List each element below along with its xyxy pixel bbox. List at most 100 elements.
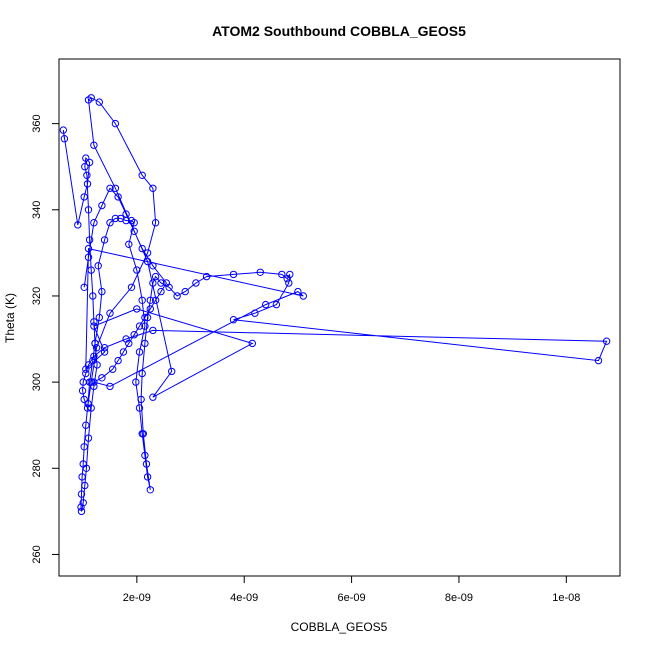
data-point	[135, 348, 144, 356]
data-point	[85, 236, 94, 244]
data-point	[286, 270, 294, 279]
y-tick-label: 260	[31, 545, 43, 563]
data-point	[157, 279, 165, 287]
data-point	[137, 395, 145, 404]
data-point	[146, 486, 155, 494]
data-point	[79, 378, 87, 386]
data-point	[80, 193, 88, 201]
data-point	[80, 395, 88, 404]
data-point	[138, 369, 146, 378]
data-point	[98, 201, 106, 210]
x-tick-label: 8e-09	[445, 592, 473, 604]
data-point	[82, 365, 90, 373]
data-point	[89, 356, 97, 365]
data-point	[83, 404, 92, 412]
data-point	[139, 430, 148, 438]
x-tick-label: 1e-08	[552, 592, 580, 604]
data-point	[78, 387, 87, 395]
data-point	[93, 361, 101, 369]
data-point	[85, 158, 94, 167]
x-axis-label: COBBLA_GEOS5	[291, 620, 388, 634]
data-point	[94, 262, 102, 270]
data-point	[95, 313, 104, 322]
data-point	[81, 481, 89, 490]
y-tick-label: 300	[31, 373, 43, 391]
plot-frame	[58, 58, 621, 577]
data-point	[168, 367, 176, 376]
data-point	[141, 322, 149, 330]
data-point	[229, 270, 238, 279]
data-point	[594, 356, 603, 365]
data-point	[133, 266, 141, 274]
x-axis: 2e-09 4e-09 6e-09 8e-09 1e-08	[123, 575, 580, 604]
data-point	[82, 369, 90, 378]
data-point	[248, 339, 257, 348]
data-point	[135, 322, 144, 330]
data-point	[141, 339, 149, 348]
data-point	[87, 266, 95, 274]
data-point	[135, 404, 144, 412]
data-point	[114, 193, 122, 201]
y-tick-label: 360	[31, 114, 43, 132]
data-point	[90, 141, 98, 149]
data-point	[111, 214, 120, 223]
data-point	[79, 499, 87, 507]
data-point	[127, 283, 136, 291]
data-point	[181, 287, 189, 296]
data-point	[149, 326, 157, 335]
data-point	[119, 348, 128, 356]
data-point	[299, 292, 307, 300]
data-point	[162, 279, 171, 287]
data-point	[95, 98, 104, 106]
data-point	[262, 300, 270, 309]
data-point	[151, 296, 160, 304]
series-line	[62, 97, 608, 512]
data-point	[106, 219, 114, 227]
data-point	[89, 292, 97, 300]
data-point	[149, 279, 157, 287]
data-point	[256, 268, 264, 276]
data-point	[132, 378, 140, 386]
data-point	[82, 421, 90, 429]
data-point	[90, 352, 98, 360]
data-point	[90, 378, 98, 386]
data-point	[146, 305, 155, 313]
data-point	[251, 309, 259, 317]
data-point	[90, 219, 98, 227]
data-point	[130, 331, 138, 339]
data-point	[149, 262, 157, 270]
data-point	[157, 287, 165, 296]
data-point	[84, 206, 93, 214]
data-point	[141, 451, 149, 460]
data-point	[100, 236, 109, 244]
data-point	[90, 318, 98, 326]
data-point	[294, 287, 302, 296]
data-point	[80, 283, 88, 291]
data-point	[98, 287, 106, 296]
y-tick-label: 340	[31, 201, 43, 219]
data-point	[133, 305, 141, 313]
data-point	[143, 473, 152, 481]
x-tick-label: 6e-09	[338, 592, 366, 604]
data-point	[138, 244, 146, 253]
data-point	[151, 219, 160, 227]
chart-title: ATOM2 Southbound COBBLA_GEOS5	[212, 23, 466, 39]
data-point	[202, 272, 211, 281]
y-axis: 260 280 300 320 340 360	[31, 114, 60, 564]
data-point	[278, 270, 286, 279]
data-point	[91, 339, 99, 348]
data-point	[272, 300, 281, 309]
data-point	[125, 339, 133, 348]
data-point	[84, 434, 93, 442]
data-point	[92, 344, 101, 352]
data-point	[114, 356, 122, 365]
data-point	[146, 296, 155, 304]
data-point	[77, 507, 86, 516]
data-point	[141, 313, 149, 322]
data-point	[78, 473, 86, 481]
data-point	[111, 184, 120, 193]
data-point	[130, 219, 138, 227]
data-point	[109, 365, 117, 373]
data-point	[83, 180, 92, 188]
